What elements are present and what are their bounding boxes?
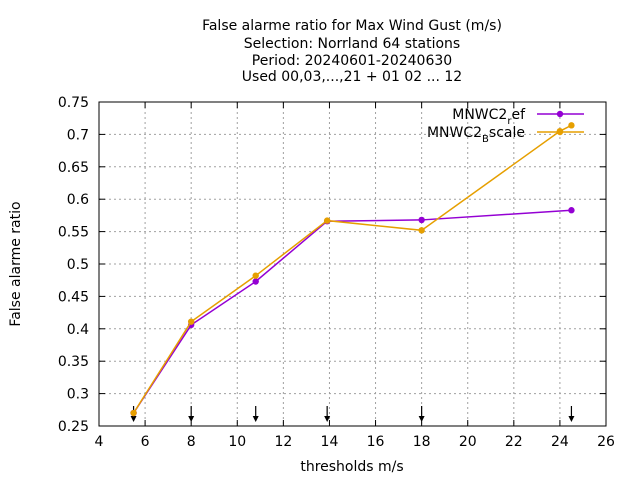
x-tick-label: 18 <box>413 434 431 450</box>
grid <box>99 102 606 426</box>
threshold-arrow-head <box>568 416 575 422</box>
chart-title-line-2: Selection: Norrland 64 stations <box>244 36 460 52</box>
x-tick-label: 16 <box>367 434 385 450</box>
series-2-point <box>568 122 575 129</box>
series-2-point <box>323 217 331 224</box>
chart-title-line-1: False alarme ratio for Max Wind Gust (m/… <box>202 18 502 34</box>
x-axis-label: thresholds m/s <box>300 459 403 475</box>
chart-title-line-3: Period: 20240601-20240630 <box>252 53 452 69</box>
axis-ticks: 4 6 8 10 12 14 16 18 20 22 24 26 0.25 0.3 0.35 0.4 0.45 0… <box>58 95 615 450</box>
legend-marker-1 <box>556 110 564 118</box>
y-axis-label: False alarme ratio <box>8 201 24 326</box>
x-tick-label: 24 <box>551 434 569 450</box>
y-tick-label: 0.35 <box>58 354 89 370</box>
y-tick-label: 0.25 <box>58 419 89 435</box>
legend-label-2: MNWC2Bscale <box>427 125 525 145</box>
x-tick-label: 8 <box>187 434 196 450</box>
legend: MNWC2ref MNWC2Bscale <box>427 107 584 145</box>
series-1-point <box>418 216 425 224</box>
y-tick-label: 0.55 <box>58 225 89 241</box>
y-tick-label: 0.65 <box>58 160 89 176</box>
y-tick-label: 0.45 <box>58 289 89 305</box>
series-line-2 <box>132 124 572 414</box>
x-tick-label: 22 <box>505 434 523 450</box>
series-1-point <box>252 278 259 285</box>
series-1-point <box>568 207 575 214</box>
threshold-arrow-head <box>324 416 331 422</box>
x-tick-label: 20 <box>459 434 477 450</box>
threshold-arrow-head <box>418 416 425 422</box>
plot-frame <box>98 101 607 427</box>
x-tick-label: 26 <box>597 434 615 450</box>
series-lines <box>130 122 575 417</box>
y-tick-label: 0.6 <box>67 192 89 208</box>
y-tick-label: 0.3 <box>67 387 89 403</box>
series-2-point <box>252 272 259 279</box>
x-tick-label: 4 <box>95 434 104 450</box>
chart-title-line-4: Used 00,03,...,21 + 01 02 ... 12 <box>242 69 462 85</box>
y-tick-label: 0.7 <box>67 127 89 143</box>
x-tick-label: 12 <box>274 434 292 450</box>
y-tick-label: 0.4 <box>67 322 89 338</box>
y-tick-label: 0.75 <box>58 95 89 111</box>
x-tick-label: 10 <box>228 434 246 450</box>
y-tick-label: 0.5 <box>67 257 89 273</box>
series-line-1 <box>132 209 572 414</box>
threshold-arrow-head <box>188 416 195 422</box>
x-tick-label: 6 <box>141 434 150 450</box>
legend-marker-2 <box>556 128 564 136</box>
legend-label-1: MNWC2ref <box>452 107 526 127</box>
series-2-point <box>418 227 425 234</box>
series-2-point <box>130 409 137 417</box>
series-2-point <box>187 318 195 325</box>
threshold-arrow-head <box>252 416 259 422</box>
threshold-arrows <box>130 406 575 422</box>
x-tick-label: 14 <box>321 434 339 450</box>
threshold-arrow-head <box>130 416 137 422</box>
